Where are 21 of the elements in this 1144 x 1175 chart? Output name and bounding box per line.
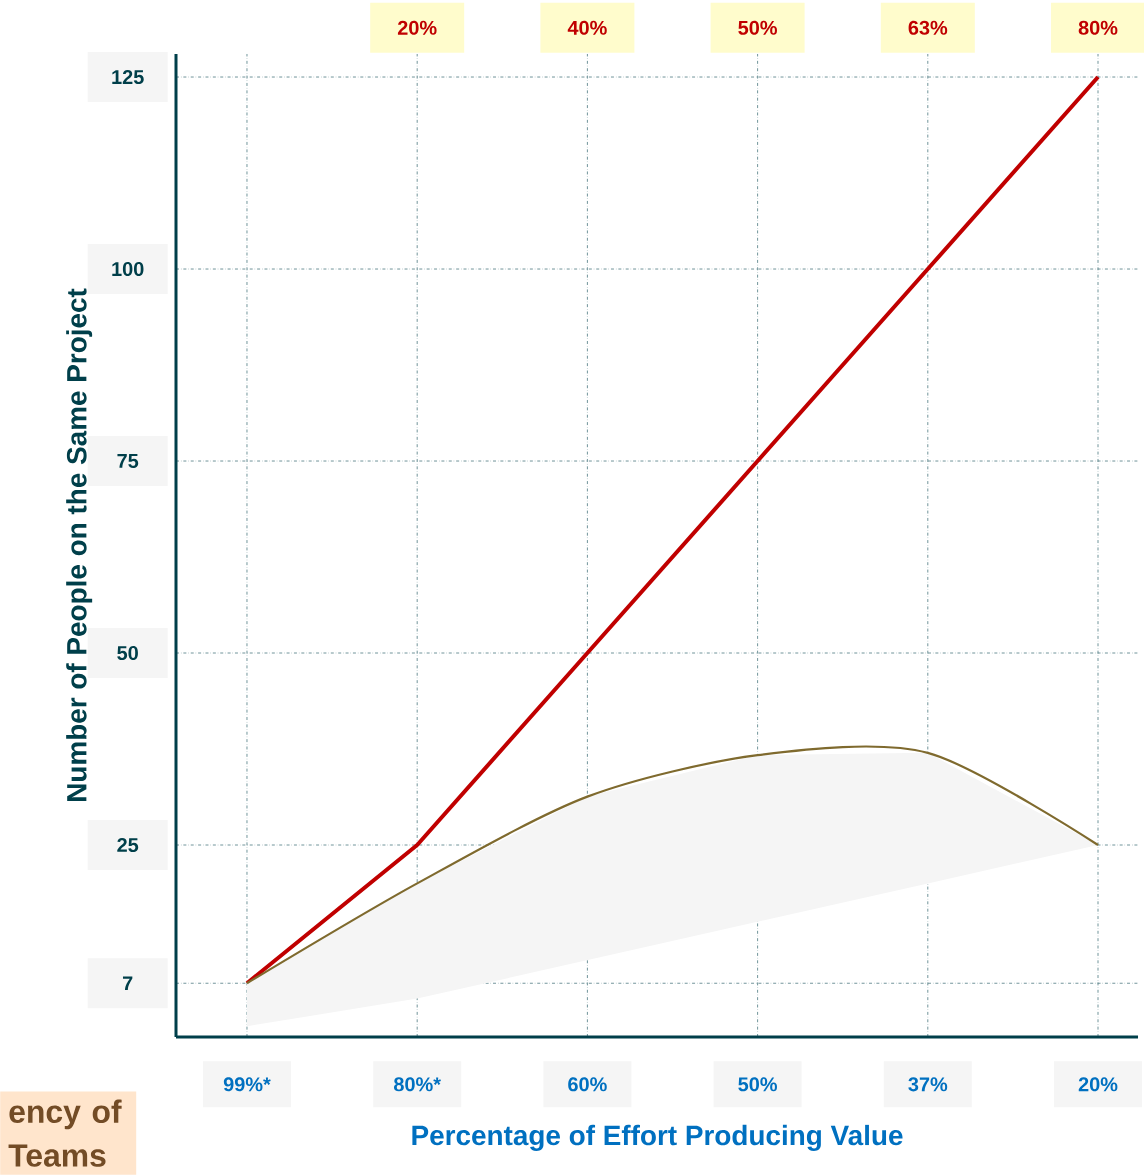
text: ency of Teams <box>8 1099 122 1167</box>
x-axis-title: Percentage of Effort Producing Value <box>412 1124 903 1151</box>
x-tick-label: 37% <box>908 1077 948 1092</box>
x-tick-label: 60% <box>568 1077 607 1092</box>
x-tick-label: 99%* <box>223 1077 271 1092</box>
y-tick-label: 100 <box>112 261 144 277</box>
y-tick-label: 25 <box>117 837 139 853</box>
x-tick-label: 50% <box>738 1077 777 1092</box>
y-tick-label: 7 <box>122 976 133 991</box>
y-tick-label: 75 <box>117 454 139 468</box>
text: 20% <box>397 20 437 35</box>
x-tick-label: 20% <box>1078 1077 1118 1092</box>
text: 80% <box>1078 20 1118 35</box>
y-tick-label: 125 <box>112 69 144 85</box>
text: 40% <box>567 20 607 35</box>
x-tick-label: 80%* <box>393 1077 441 1092</box>
text: 50% <box>738 20 777 35</box>
y-tick-label: 50 <box>117 645 138 661</box>
text: 63% <box>908 20 948 35</box>
y-axis-title: Number of People on the Same Project <box>66 288 93 801</box>
line-series <box>244 75 1101 986</box>
